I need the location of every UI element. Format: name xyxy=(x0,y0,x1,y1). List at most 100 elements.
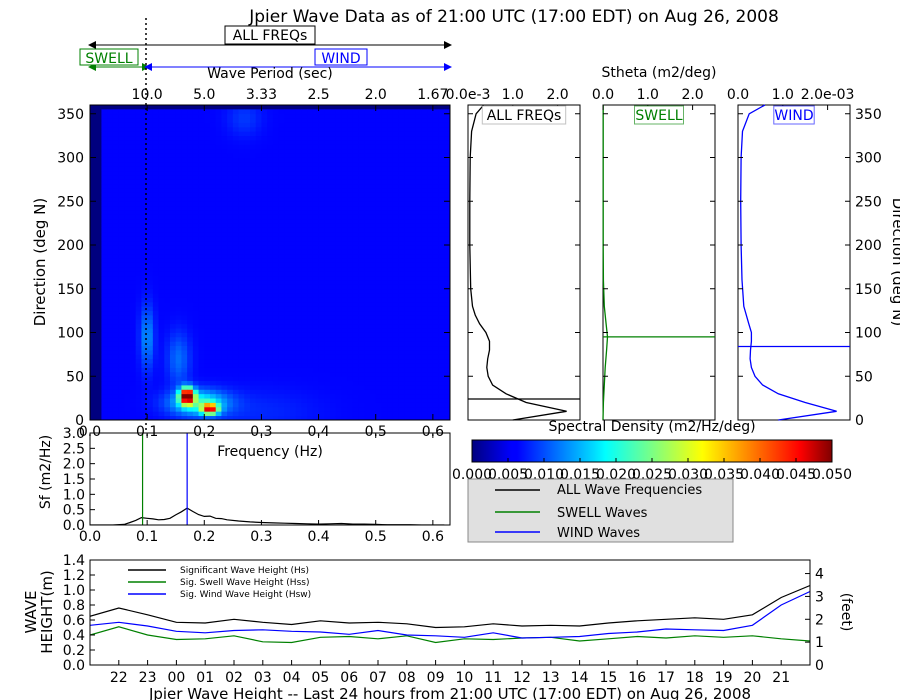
heat-cell xyxy=(118,223,125,228)
heat-cell xyxy=(301,236,308,242)
heat-cell xyxy=(227,153,234,158)
heat-cell xyxy=(244,210,251,215)
heat-cell xyxy=(272,319,279,325)
heat-cell xyxy=(181,341,188,347)
heat-cell xyxy=(284,188,291,193)
heat-cell xyxy=(261,297,268,303)
heat-cell xyxy=(410,175,417,180)
heat-cell xyxy=(272,148,279,154)
heat-cell xyxy=(278,192,285,198)
heat-cell xyxy=(101,249,108,255)
heat-cell xyxy=(364,109,371,115)
heat-cell xyxy=(158,393,165,399)
heat-cell xyxy=(335,393,342,399)
heat-cell xyxy=(438,293,445,298)
heat-cell xyxy=(181,253,188,259)
heat-cell xyxy=(152,118,159,123)
heat-cell xyxy=(444,371,450,377)
heat-cell xyxy=(261,183,268,189)
heat-cell xyxy=(272,210,279,215)
heat-cell xyxy=(324,245,331,250)
heat-cell xyxy=(187,166,194,172)
heat-cell xyxy=(404,406,411,412)
heat-cell xyxy=(255,288,262,294)
heat-cell xyxy=(141,258,148,263)
heat-cell xyxy=(278,341,285,347)
heat-cell xyxy=(341,218,348,224)
heat-cell xyxy=(175,236,182,242)
heat-cell xyxy=(198,402,205,408)
heat-cell xyxy=(232,380,239,386)
heat-cell xyxy=(370,385,377,390)
heat-cell xyxy=(415,402,422,408)
heat-cell xyxy=(152,315,159,320)
heat-cell xyxy=(307,306,314,312)
heat-cell xyxy=(192,380,199,386)
heat-cell xyxy=(141,201,148,207)
heat-cell xyxy=(370,323,377,329)
heat-cell xyxy=(290,297,297,303)
heat-cell xyxy=(290,118,297,123)
heat-cell xyxy=(410,363,417,368)
heat-cell xyxy=(124,253,131,259)
heat-cell xyxy=(267,201,274,207)
heat-cell xyxy=(261,389,268,395)
heat-cell xyxy=(210,148,217,154)
heat-cell xyxy=(175,288,182,294)
heat-cell xyxy=(112,293,119,298)
heat-cell xyxy=(250,315,257,320)
heat-cell xyxy=(290,371,297,377)
heat-cell xyxy=(261,253,268,259)
heat-cell xyxy=(387,341,394,347)
heat-cell xyxy=(267,113,274,119)
heat-cell xyxy=(267,275,274,281)
heat-cell xyxy=(152,126,159,132)
heat-cell xyxy=(255,411,262,417)
heat-cell xyxy=(295,280,302,285)
heat-cell xyxy=(347,179,354,185)
heat-cell xyxy=(352,245,359,250)
heat-cell xyxy=(152,144,159,150)
heat-cell xyxy=(181,280,188,285)
heat-cell xyxy=(341,192,348,198)
heat-cell xyxy=(152,301,159,307)
heat-cell xyxy=(130,205,137,211)
heat-cell xyxy=(227,310,234,316)
heat-cell xyxy=(381,389,388,395)
heat-cell xyxy=(370,183,377,189)
heat-cell xyxy=(147,175,154,180)
heat-cell xyxy=(135,358,142,364)
heat-cell xyxy=(181,126,188,132)
heat-cell xyxy=(215,218,222,224)
heat-cell xyxy=(250,210,257,215)
heat-cell xyxy=(170,402,177,408)
heat-cell xyxy=(221,393,228,399)
heat-cell xyxy=(130,109,137,115)
heat-cell xyxy=(215,275,222,281)
heat-cell xyxy=(181,371,188,377)
heat-cell xyxy=(444,345,450,351)
heat-cell xyxy=(432,332,439,338)
heat-cell xyxy=(232,301,239,307)
heat-cell xyxy=(244,385,251,390)
heat-cell xyxy=(272,393,279,399)
heat-cell xyxy=(392,240,399,246)
heat-cell xyxy=(335,354,342,360)
heat-cell xyxy=(398,144,405,150)
heat-cell xyxy=(415,109,422,115)
heat-cell xyxy=(318,389,325,395)
heat-cell xyxy=(438,240,445,246)
heat-cell xyxy=(261,218,268,224)
heat-cell xyxy=(181,196,188,202)
heat-cell xyxy=(301,131,308,137)
heat-cell xyxy=(135,262,142,268)
heat-cell xyxy=(364,196,371,202)
heat-cell xyxy=(438,402,445,408)
heat-cell xyxy=(210,385,217,390)
heat-cell xyxy=(152,262,159,268)
heat-cell xyxy=(272,214,279,220)
heat-cell xyxy=(238,179,245,185)
heat-cell xyxy=(250,157,257,163)
heat-cell xyxy=(381,284,388,290)
heat-cell xyxy=(192,328,199,333)
